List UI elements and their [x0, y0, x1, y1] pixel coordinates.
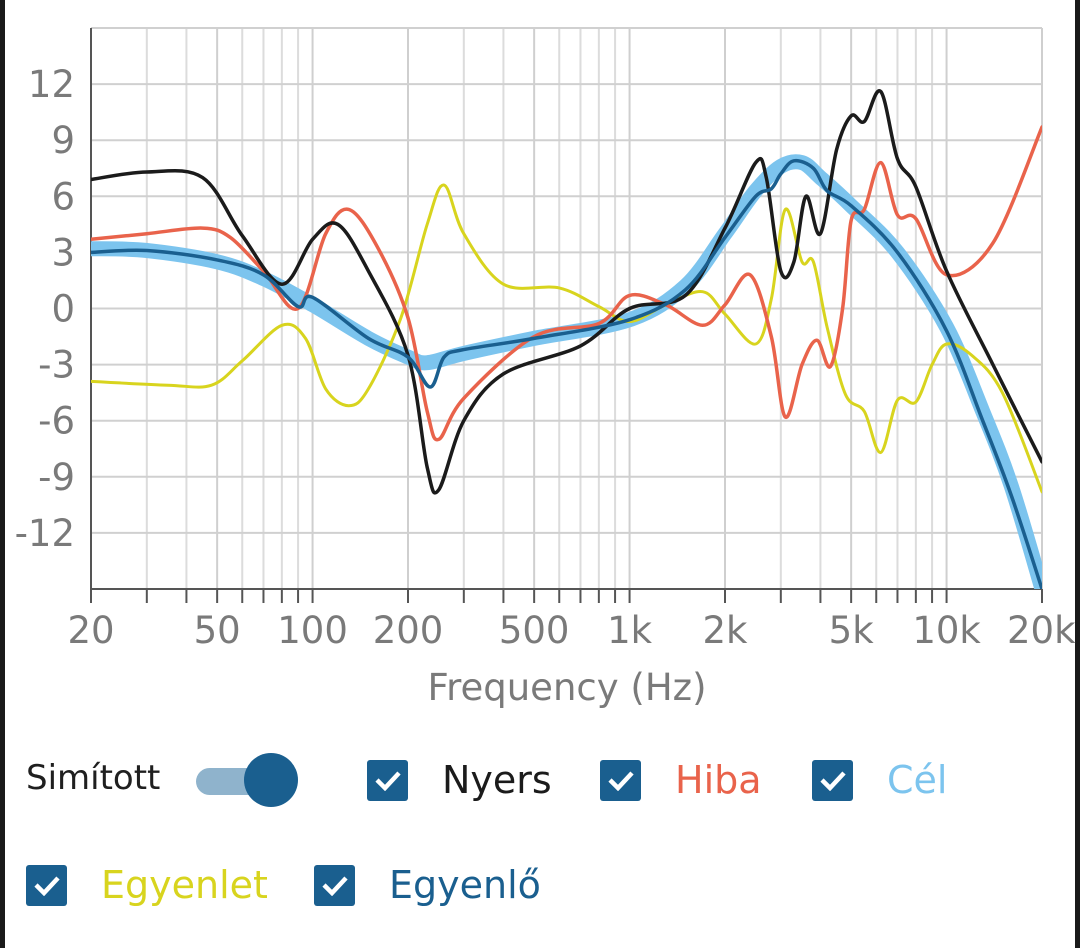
- x-tick-label: 1k: [607, 609, 653, 652]
- y-tick-label: 3: [51, 231, 75, 274]
- x-tick-label: 10k: [912, 609, 981, 652]
- series-line-egyenlo: [91, 158, 1042, 589]
- y-tick-label: -6: [38, 400, 75, 443]
- checkmark-icon: [374, 771, 401, 791]
- series-line-egyenlet: [91, 183, 1042, 494]
- checkmark-icon: [321, 876, 348, 896]
- label-hiba: Hiba: [675, 758, 762, 802]
- label-cel: Cél: [887, 758, 948, 802]
- series-line-hiba: [91, 125, 1042, 442]
- checkbox-nyers[interactable]: [367, 759, 408, 801]
- x-axis-title: Frequency (Hz): [427, 666, 706, 709]
- x-tick-label: 500: [499, 609, 570, 652]
- toggle-hiba[interactable]: Hiba: [600, 745, 762, 815]
- smoothed-toggle[interactable]: [196, 753, 300, 807]
- label-egyenlo: Egyenlő: [389, 863, 541, 907]
- y-tick-label: -9: [38, 456, 75, 499]
- y-tick-label: 0: [51, 288, 75, 331]
- checkmark-icon: [819, 771, 846, 791]
- checkmark-icon: [33, 876, 60, 896]
- label-nyers: Nyers: [442, 758, 552, 802]
- x-tick-label: 200: [373, 609, 444, 652]
- y-tick-label: 12: [28, 63, 75, 106]
- toggle-knob: [244, 753, 298, 807]
- label-egyenlet: Egyenlet: [101, 863, 268, 907]
- series-line-cel: [91, 154, 1042, 589]
- frame-left-edge: [0, 0, 5, 948]
- toggle-egyenlet[interactable]: Egyenlet: [26, 850, 268, 920]
- smoothed-label: Simított: [26, 758, 161, 798]
- toggle-cel[interactable]: Cél: [812, 745, 947, 815]
- y-tick-label: -3: [38, 344, 75, 387]
- checkmark-icon: [607, 771, 634, 791]
- toggle-egyenlo[interactable]: Egyenlő: [314, 850, 541, 920]
- frequency-response-chart: 12 9 6 3 0 -3 -6 -9 -12 20 50 100 200 500 1k 2k 5k 10k 20k…: [15, 27, 1077, 709]
- major-grid: [90, 27, 1043, 590]
- series-layer: [91, 89, 1042, 589]
- tick-labels: 12 9 6 3 0 -3 -6 -9 -12 20 50 100 200 500 1k 2k 5k 10k 20k: [15, 63, 1077, 652]
- x-tick-label: 100: [277, 609, 348, 652]
- x-tick-label: 50: [194, 609, 241, 652]
- toggle-nyers[interactable]: Nyers: [367, 745, 552, 815]
- x-tick-label: 20: [67, 609, 114, 652]
- series-line-nyers: [91, 89, 1042, 495]
- x-tick-label: 2k: [703, 609, 749, 652]
- checkbox-egyenlo[interactable]: [314, 864, 355, 906]
- controls-row-1: Simított Nyers Hiba Cél: [0, 745, 1080, 815]
- y-tick-label: -12: [15, 512, 75, 555]
- y-tick-label: 9: [51, 119, 75, 162]
- checkbox-cel[interactable]: [812, 759, 853, 801]
- axes: [90, 28, 1043, 603]
- x-tick-label: 5k: [829, 609, 875, 652]
- y-tick-label: 6: [51, 175, 75, 218]
- checkbox-egyenlet[interactable]: [26, 864, 67, 906]
- frame-right-edge: [1075, 0, 1080, 948]
- controls-row-2: Egyenlet Egyenlő: [0, 850, 1080, 920]
- x-tick-label: 20k: [1007, 609, 1076, 652]
- checkbox-hiba[interactable]: [600, 759, 641, 801]
